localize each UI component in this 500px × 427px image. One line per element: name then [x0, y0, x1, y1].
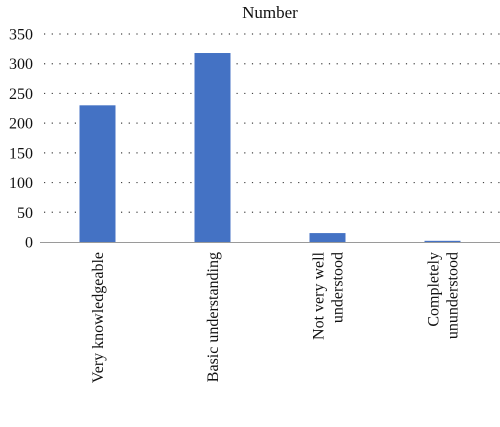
x-tick-label-line: understood [330, 252, 347, 323]
x-axis-tick-labels: Very knowledgeable Basic understanding Not… [90, 251, 462, 383]
x-tick-label-line: Not very well [311, 251, 328, 340]
y-axis-tick-labels: 0 50 100 150 200 250 300 350 [9, 27, 33, 252]
bars [79, 53, 461, 242]
y-tick-label: 150 [9, 145, 33, 162]
y-tick-label: 50 [17, 205, 33, 222]
chart-title: Number [242, 3, 298, 22]
y-tick-label: 350 [9, 27, 33, 44]
y-tick-label: 100 [9, 175, 33, 192]
bar [194, 53, 231, 242]
bar [424, 240, 461, 242]
x-tick-label-line: ununderstood [445, 252, 462, 339]
bar [309, 233, 346, 242]
x-tick-label: Basic understanding [205, 252, 222, 382]
bar [79, 105, 116, 242]
y-tick-label: 300 [9, 56, 33, 73]
x-tick-label-line: Very knowledgeable [90, 252, 107, 383]
x-tick-label: Completely ununderstood [426, 252, 462, 339]
x-tick-label-line: Basic understanding [205, 252, 222, 382]
x-tick-label: Very knowledgeable [90, 252, 107, 383]
y-tick-label: 200 [9, 116, 33, 133]
y-tick-label: 0 [25, 235, 33, 252]
x-tick-label-line: Completely [426, 252, 443, 327]
y-tick-label: 250 [9, 86, 33, 103]
x-tick-label: Not very well understood [311, 251, 347, 340]
